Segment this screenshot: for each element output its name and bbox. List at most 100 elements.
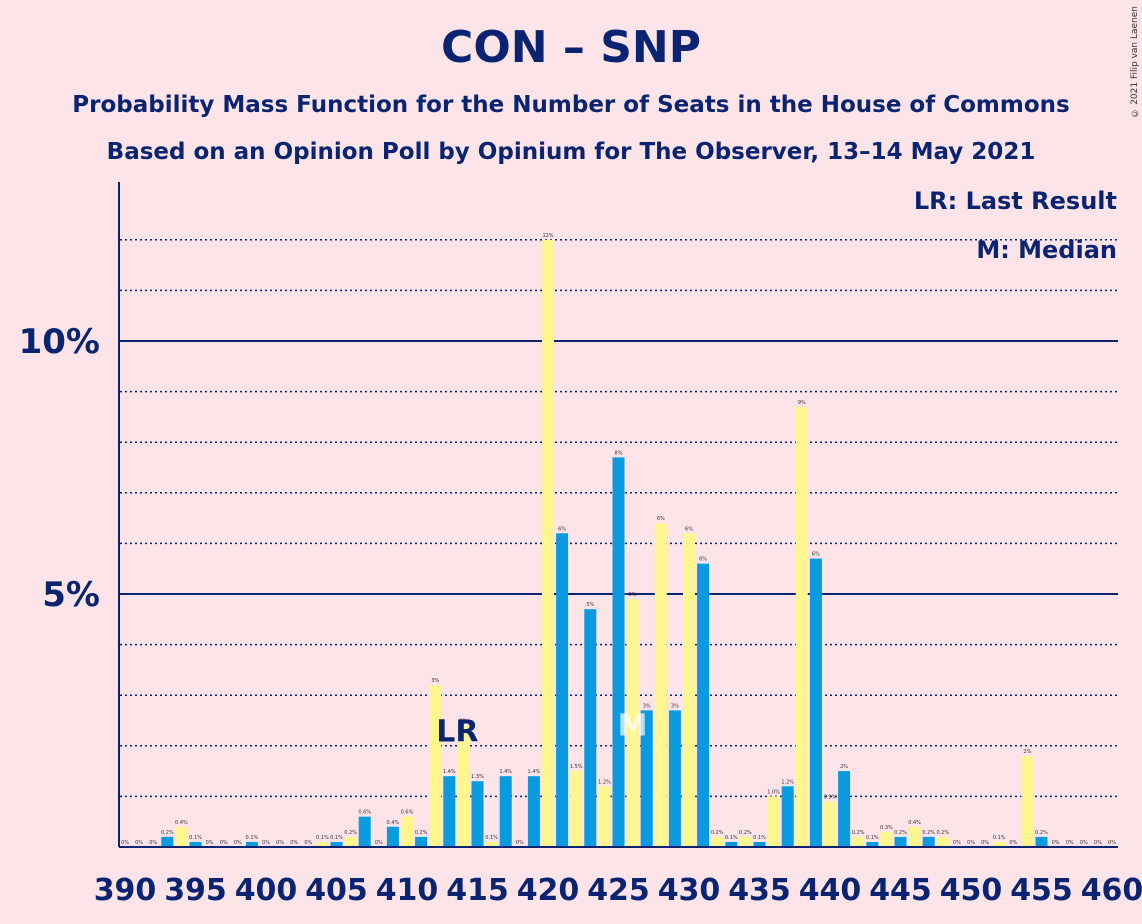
bar <box>1021 755 1034 847</box>
bar <box>584 609 597 847</box>
bar-value-label: 0% <box>290 840 298 846</box>
bar <box>316 841 329 847</box>
bar <box>471 781 484 847</box>
bar <box>358 816 371 847</box>
bar-value-label: 0.2% <box>711 830 724 836</box>
bar-value-label: 0.1% <box>725 835 738 841</box>
bar-value-label: 6% <box>685 526 693 532</box>
bar <box>894 836 907 847</box>
bar-value-label: 1.2% <box>781 779 794 785</box>
bar-value-label: 0% <box>1052 840 1060 846</box>
bar-value-label: 0.1% <box>189 835 202 841</box>
bar <box>527 776 540 847</box>
median-marker: M <box>618 709 648 744</box>
x-tick-label: 450 <box>940 873 1003 908</box>
x-tick-label: 440 <box>799 873 862 908</box>
bar <box>386 826 399 847</box>
bar-value-label: 6% <box>657 516 665 522</box>
bar-value-label: 0.1% <box>246 835 259 841</box>
y-tick-label: 10% <box>19 322 100 362</box>
legend-last-result: LR: Last Result <box>914 187 1117 215</box>
bar-value-label: 1.0% <box>767 789 780 795</box>
bar <box>330 841 343 847</box>
bar <box>866 841 879 847</box>
bar-value-label: 5% <box>629 592 637 598</box>
bar-value-label: 0.2% <box>739 830 752 836</box>
bar <box>640 710 653 847</box>
bar <box>795 406 808 847</box>
bar <box>824 801 836 847</box>
bar-labels: 0% 0% 0%0.2%0.4%0.1%0% 0% 0%0.1%0% 0% 0% 0%0.1%… <box>121 233 1116 846</box>
x-tick-label: 390 <box>94 873 157 908</box>
bar <box>993 841 1006 847</box>
bar <box>683 533 695 847</box>
bar-value-label: 0% <box>1108 840 1116 846</box>
chart-subtitle: Probability Mass Function for the Number… <box>72 92 1070 118</box>
bar-value-label: 0% <box>953 840 961 846</box>
bar-value-label: 1.4% <box>528 769 541 775</box>
x-tick-label: 460 <box>1081 873 1142 908</box>
bar-value-label: 0% <box>135 840 143 846</box>
x-tick-label: 405 <box>305 873 368 908</box>
bar-value-label: 12% <box>542 233 553 239</box>
bar <box>809 558 822 847</box>
bar-value-label: 3% <box>671 703 679 709</box>
x-tick-label: 430 <box>658 873 721 908</box>
bar-value-label: 0.1% <box>753 835 766 841</box>
bar <box>1035 836 1048 847</box>
bars <box>161 239 1048 848</box>
bar <box>711 836 724 847</box>
bar-value-label: 1.4% <box>499 769 512 775</box>
bar-value-label: 1.4% <box>443 769 456 775</box>
bar <box>612 457 625 847</box>
bar-value-label: 0% <box>262 840 270 846</box>
x-tick-label: 420 <box>517 873 580 908</box>
bar <box>542 239 554 848</box>
bar-value-label: 0% <box>516 840 524 846</box>
bar <box>443 776 456 847</box>
bar-value-label: 9% <box>798 400 806 406</box>
bar <box>739 836 752 847</box>
bar <box>429 685 442 847</box>
bar-value-label: 0.2% <box>1035 830 1048 836</box>
bar <box>161 836 174 847</box>
bar-value-label: 0.6% <box>401 810 414 816</box>
bar-value-label: 0.4% <box>175 820 188 826</box>
bar <box>654 523 667 847</box>
bar-value-label: 0.9% <box>824 794 837 800</box>
bar <box>852 836 865 847</box>
bar <box>457 725 470 847</box>
grid-lines <box>120 239 1118 798</box>
x-tick-label: 425 <box>587 873 650 908</box>
bar-value-label: 0.1% <box>330 835 343 841</box>
bar-value-label: 3% <box>643 703 651 709</box>
x-tick-label: 400 <box>235 873 298 908</box>
bar-value-label: 2% <box>840 764 848 770</box>
bar-value-label: 0.4% <box>908 820 921 826</box>
bar-value-label: 0.2% <box>922 830 935 836</box>
bar-value-label: 1.3% <box>471 774 484 780</box>
bar <box>499 776 512 847</box>
bar-value-label: 0.2% <box>936 830 949 836</box>
bar <box>781 786 794 847</box>
bar <box>598 786 611 847</box>
bar-value-label: 0% <box>375 840 383 846</box>
bar-value-label: 0.3% <box>880 825 893 831</box>
last-result-marker: LR <box>436 715 478 750</box>
x-tick-label: 410 <box>376 873 439 908</box>
bar <box>175 826 188 847</box>
bar <box>725 841 738 847</box>
x-tick-label: 455 <box>1010 873 1073 908</box>
axes: 5% 10% 390 395 400 405 410 415 420 425 430 435 440 44… <box>19 182 1142 908</box>
bar-value-label: 8% <box>615 450 623 456</box>
bar-value-label: 0% <box>1080 840 1088 846</box>
bar <box>697 563 710 847</box>
bar <box>922 836 935 847</box>
bar-value-label: 0% <box>121 840 129 846</box>
bar-value-label: 0% <box>967 840 975 846</box>
bar-value-label: 0.1% <box>485 835 498 841</box>
bar-value-label: 6% <box>812 552 820 558</box>
bar <box>485 841 498 847</box>
bar <box>245 841 258 847</box>
bar-value-label: 6% <box>699 557 707 563</box>
